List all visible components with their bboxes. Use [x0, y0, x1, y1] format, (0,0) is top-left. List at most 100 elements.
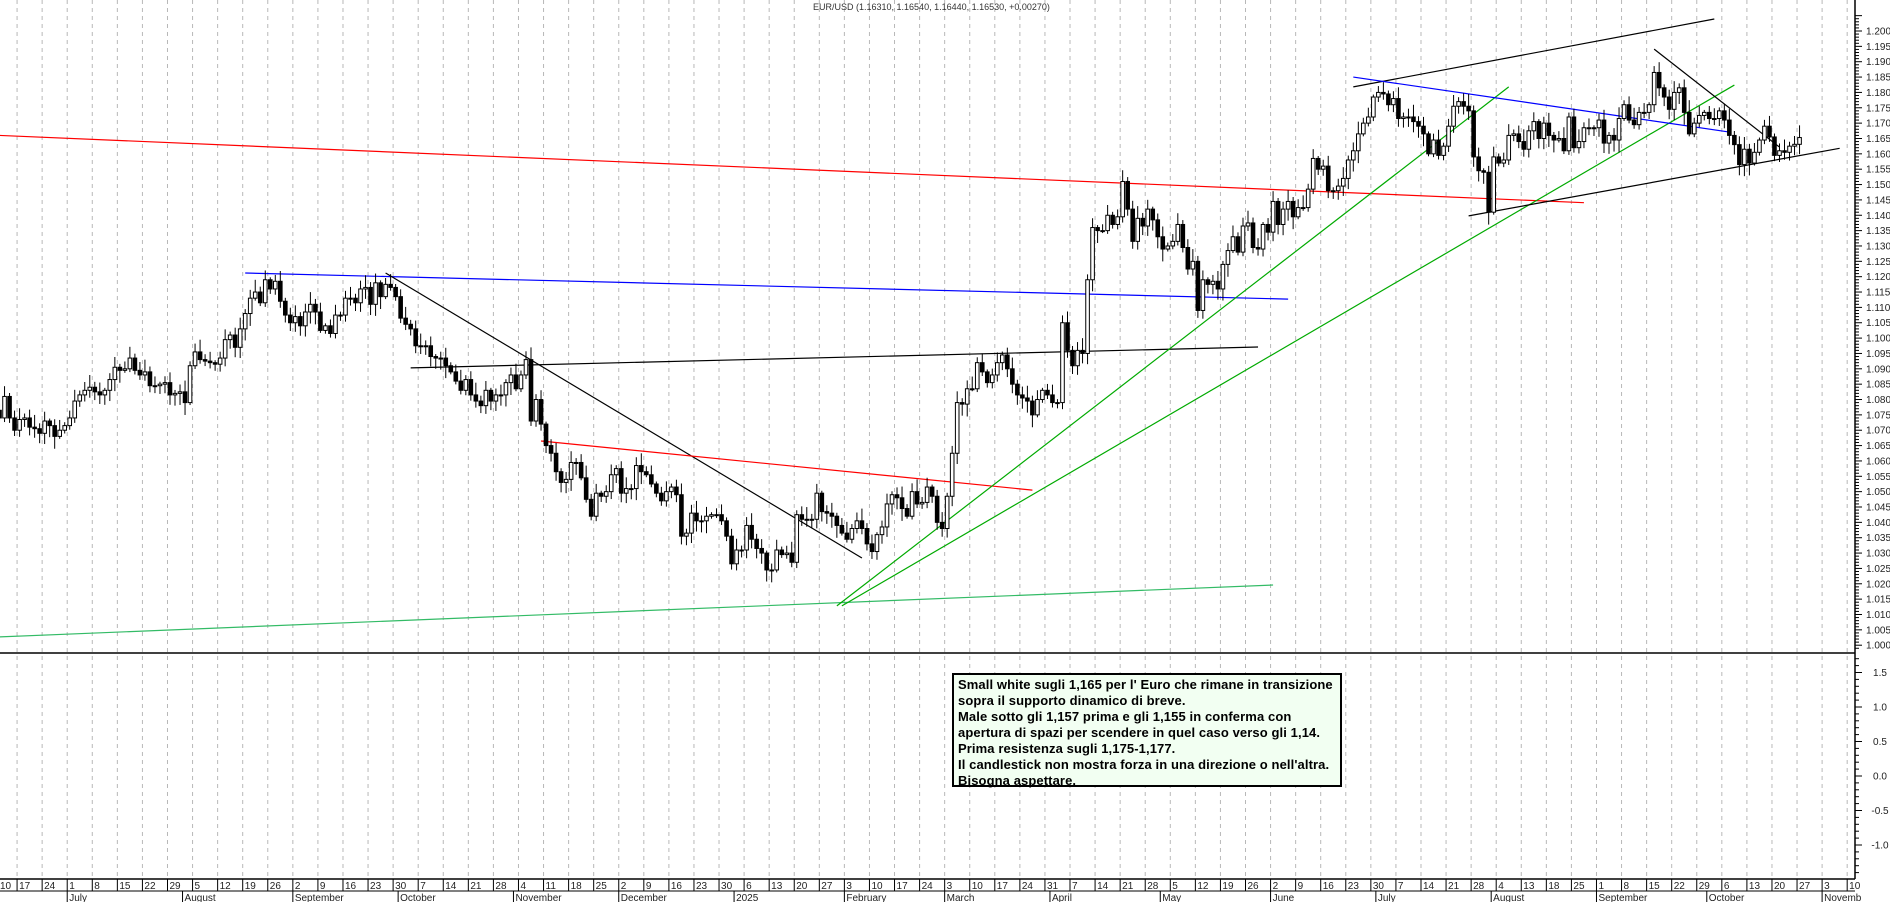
candle [593, 483, 599, 522]
candle [1075, 342, 1080, 375]
month-label: September [1598, 893, 1648, 902]
candle [92, 381, 98, 401]
x-tick-label: 4 [1498, 881, 1504, 892]
candle [969, 376, 975, 392]
candle [1451, 94, 1456, 133]
candle-body-bear [578, 461, 584, 479]
candle [1085, 274, 1090, 365]
candle [252, 279, 258, 301]
candle [724, 517, 729, 542]
x-tick-label: 22 [1674, 881, 1686, 892]
candle-body-bull [1040, 389, 1045, 401]
y-tick-label: 1.195 [1866, 42, 1890, 53]
candle-body-bear [914, 491, 920, 505]
candle-body-bull [22, 417, 27, 420]
candle-body-bull [1366, 116, 1371, 124]
candle-body-bear [92, 386, 98, 393]
candle [137, 362, 143, 380]
candle [1361, 117, 1366, 137]
candle-body-bull [338, 314, 343, 317]
candle [408, 319, 413, 336]
candle-body-bear [1611, 134, 1617, 141]
candle-body-bull [633, 465, 639, 490]
y-tick-label: 1.125 [1866, 257, 1890, 268]
candle [1170, 234, 1176, 250]
candle-body-bear [132, 357, 138, 371]
y-tick-label: 1.050 [1866, 487, 1890, 498]
candle-body-bull [1757, 139, 1762, 153]
candle-body-bear [1561, 137, 1567, 152]
candle [864, 523, 870, 551]
candle-body-bull [533, 399, 539, 422]
candle [749, 513, 754, 549]
candle [553, 442, 559, 481]
candle [518, 370, 524, 393]
candle-body-bear [257, 291, 263, 304]
y-tick-label: 1.030 [1866, 549, 1890, 560]
candle-body-bull [628, 488, 634, 491]
candle-body-bull [924, 486, 930, 503]
candle [1797, 125, 1802, 155]
y-tick-label: 1.120 [1866, 272, 1890, 283]
candle-body-bear [1080, 349, 1085, 354]
candle [403, 306, 408, 331]
candle [1195, 255, 1201, 318]
candle [232, 327, 238, 358]
candle [1150, 206, 1156, 231]
candle [734, 538, 739, 571]
candle [1275, 198, 1281, 235]
candle [669, 483, 674, 499]
candle [1732, 131, 1737, 155]
candle-body-bull [438, 357, 444, 360]
candle [32, 414, 37, 438]
candle-body-bull [854, 520, 860, 530]
candle [1396, 87, 1401, 127]
candle-body-bull [272, 280, 278, 290]
candle-body-bull [358, 288, 363, 304]
candle-body-bull [794, 514, 800, 563]
candle-body-bear [1045, 389, 1050, 396]
month-label: September [295, 893, 345, 902]
candle-body-bull [1441, 145, 1446, 156]
candle [1200, 270, 1206, 319]
candle-body-bear [1125, 180, 1130, 210]
candle-body-bull [784, 552, 790, 556]
candle-body-bear [1727, 119, 1732, 136]
candle [1391, 91, 1396, 113]
candle [954, 391, 960, 464]
candle-body-bear [1681, 87, 1687, 113]
candle-body-bull [1491, 156, 1496, 213]
candle-body-bull [1576, 141, 1582, 149]
candle [839, 518, 845, 536]
candle-body-bull [1240, 225, 1246, 253]
candle-body-bull [383, 283, 388, 298]
y-tick-label: 1.085 [1866, 380, 1890, 391]
candle [543, 421, 549, 454]
month-label: October [400, 893, 436, 902]
candle [418, 333, 423, 355]
candle-body-bear [278, 280, 283, 302]
annotation-line: Male sotto gli 1,157 prima e gli 1,155 i… [958, 709, 1292, 724]
candle-body-bull [969, 388, 975, 391]
candle-body-bull [1361, 122, 1366, 135]
x-tick-label: 26 [270, 881, 282, 892]
candle-body-bear [1065, 322, 1070, 351]
candle-body-bear [844, 532, 850, 540]
candle-body-bear [1150, 208, 1156, 221]
candle-body-bear [413, 328, 418, 347]
candle [1772, 133, 1777, 162]
candle-body-bull [1340, 177, 1346, 187]
candle-body-bear [724, 520, 729, 537]
y-tick-label: 1.100 [1866, 334, 1890, 345]
candle [1441, 142, 1446, 161]
candle [1536, 119, 1542, 149]
candle-body-bull [72, 400, 78, 419]
x-tick-label: 18 [1548, 881, 1560, 892]
candle [1671, 81, 1677, 121]
x-tick-label: 14 [1097, 881, 1109, 892]
candle-body-bear [799, 514, 805, 520]
candle [428, 336, 434, 367]
x-tick-label: 2 [295, 881, 301, 892]
candle-body-bull [563, 478, 569, 483]
